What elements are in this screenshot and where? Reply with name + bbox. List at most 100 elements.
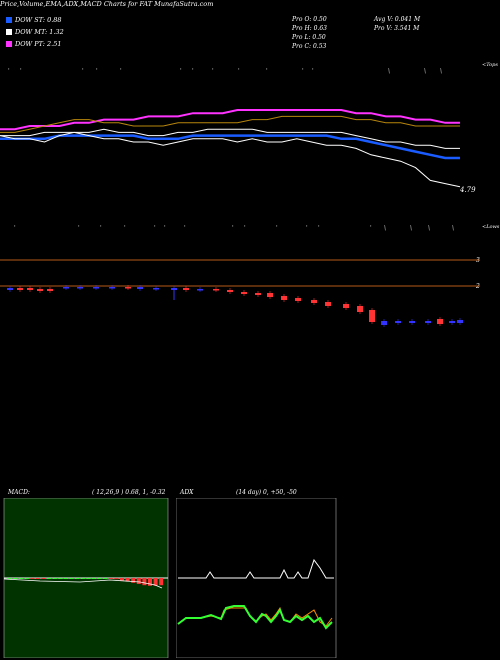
lows-label: <Lows <box>482 224 500 230</box>
candle-body <box>381 321 387 325</box>
low-marker: \ <box>410 225 412 232</box>
price-chart: ' ' ' ' ' ' ' ' ' ' ' ' \ \ \ ' ' ' ' ' ' ' ' ' ' ' ' ' \ \ \ \ <box>0 68 480 327</box>
stat-low-value: L: 0.50 <box>304 34 326 41</box>
top-marker: ' <box>20 68 22 75</box>
candle-body <box>7 288 13 290</box>
candle-body <box>153 288 159 290</box>
macd-bar <box>47 578 52 579</box>
candle-body <box>457 320 463 323</box>
candle-body <box>437 319 443 324</box>
candle-body <box>109 287 115 289</box>
top-marker: ' <box>302 68 304 75</box>
plus-di-line <box>177 605 333 630</box>
top-marker: ' <box>180 68 182 75</box>
low-marker: ' <box>370 225 372 232</box>
macd-bar <box>30 578 35 579</box>
pro-volume: Pro V: 3.541 M <box>374 25 420 32</box>
stat-close: Pro C: 0.53 <box>292 43 326 50</box>
dow-st-legend: DOW ST: 0.88 <box>6 16 62 24</box>
adx-params: (14 day) 0, +50, -50 <box>236 489 297 496</box>
ema-line-1 <box>0 109 460 131</box>
candle-body <box>281 296 287 300</box>
dow-mt-swatch <box>6 29 12 35</box>
candle-body <box>449 321 455 323</box>
candle-body <box>125 287 131 289</box>
low-marker: ' <box>164 225 166 232</box>
macd-bar <box>103 578 108 579</box>
macd-params: ( 12,26,9 ) 0.68, 1, -0.32 <box>92 489 166 496</box>
top-marker: ' <box>238 68 240 75</box>
top-marker: ' <box>312 68 314 75</box>
top-marker: ' <box>212 68 214 75</box>
macd-bar <box>8 578 12 579</box>
macd-bar <box>69 578 74 579</box>
candle-body <box>241 292 247 294</box>
avg-volume: Avg V: 0.041 M <box>374 16 421 23</box>
top-marker: ' <box>120 68 122 75</box>
stat-open-label: Pro <box>292 16 303 23</box>
macd-bar <box>41 578 46 579</box>
last-price-label: 4.79 <box>460 186 476 194</box>
candle-body <box>213 289 219 291</box>
macd-bar <box>92 578 96 579</box>
low-marker: \ <box>452 225 454 232</box>
macd-bar <box>97 578 102 579</box>
ema-line-4 <box>0 134 460 160</box>
dow-st-label: DOW ST: 0.88 <box>15 16 62 24</box>
macd-bar <box>64 578 68 579</box>
candle-body <box>197 289 203 291</box>
ema-lines <box>0 109 461 188</box>
top-marker: ' <box>96 68 98 75</box>
macd-bar <box>114 578 119 580</box>
low-marker: ' <box>232 225 234 232</box>
macd-bar <box>75 578 80 579</box>
top-marker: \ <box>424 68 426 75</box>
stat-open-value: O: 0.50 <box>304 16 327 23</box>
top-marker: \ <box>440 68 442 75</box>
candle-body <box>27 288 33 290</box>
top-marker: ' <box>266 68 268 75</box>
low-marker: \ <box>428 225 430 232</box>
macd-bar <box>148 578 152 586</box>
stat-high-label: Pro <box>292 25 303 32</box>
dow-pt-swatch <box>6 41 12 47</box>
macd-bar <box>24 578 29 579</box>
candle-body <box>63 287 69 289</box>
candle-body <box>267 293 273 297</box>
low-marker: ' <box>184 225 186 232</box>
candle-body <box>425 321 431 323</box>
low-marker: ' <box>100 225 102 232</box>
stat-open: Pro O: 0.50 <box>292 16 327 23</box>
low-marker: \ <box>384 225 386 232</box>
low-marker: ' <box>318 225 320 232</box>
macd-bar <box>125 578 130 582</box>
candle-body <box>37 289 43 291</box>
candle-body <box>183 288 189 290</box>
candle-body <box>295 298 301 301</box>
candle-body <box>311 300 317 303</box>
candle-body <box>325 302 331 306</box>
low-marker: ' <box>154 225 156 232</box>
top-marker: ' <box>8 68 10 75</box>
stat-low: Pro L: 0.50 <box>292 34 326 41</box>
dow-st-swatch <box>6 17 12 23</box>
macd-bar <box>36 578 40 579</box>
candle-body <box>409 321 415 323</box>
low-marker: ' <box>78 225 80 232</box>
macd-bar <box>120 578 124 581</box>
candle-body <box>137 287 143 289</box>
tops-label: <Tops <box>482 62 498 68</box>
macd-bar <box>108 578 113 579</box>
candle-body <box>227 290 233 292</box>
dow-pt-legend: DOW PT: 2.51 <box>6 40 62 48</box>
low-marker: ' <box>306 225 308 232</box>
top-marker: \ <box>388 68 390 75</box>
macd-bar <box>142 578 147 586</box>
stat-low-label: Pro <box>292 34 303 41</box>
dow-pt-label: DOW PT: 2.51 <box>15 40 62 48</box>
candle-body <box>17 288 23 290</box>
low-marker: ' <box>124 225 126 232</box>
candle-body <box>77 287 83 289</box>
macd-title: MACD: <box>8 489 30 496</box>
candle-body <box>343 304 349 308</box>
